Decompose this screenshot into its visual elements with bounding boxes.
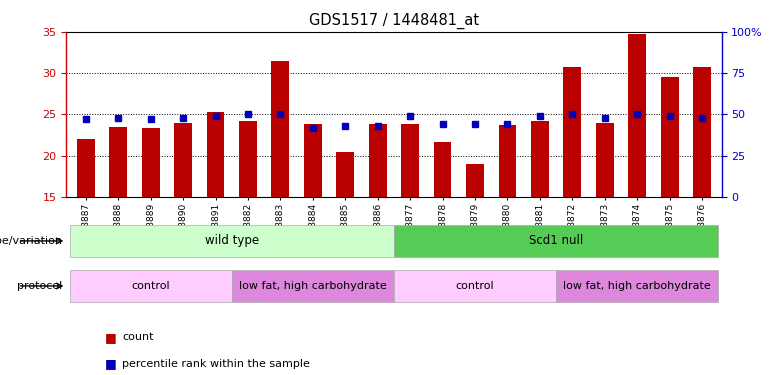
Bar <box>434 142 452 197</box>
Text: control: control <box>131 281 170 291</box>
Bar <box>271 61 289 197</box>
Text: low fat, high carbohydrate: low fat, high carbohydrate <box>563 281 711 291</box>
Bar <box>232 270 394 302</box>
Bar <box>369 124 387 197</box>
Text: Scd1 null: Scd1 null <box>529 234 583 248</box>
Text: genotype/variation: genotype/variation <box>0 236 62 246</box>
Bar <box>531 121 549 197</box>
Text: control: control <box>456 281 495 291</box>
Bar <box>498 125 516 197</box>
Bar <box>69 225 394 257</box>
Text: protocol: protocol <box>17 281 62 291</box>
Bar <box>394 270 556 302</box>
Bar <box>693 66 711 197</box>
Bar <box>556 270 718 302</box>
Bar <box>239 121 257 197</box>
Text: low fat, high carbohydrate: low fat, high carbohydrate <box>239 281 387 291</box>
Bar <box>661 77 679 197</box>
Bar <box>77 139 94 197</box>
Bar <box>401 124 419 197</box>
Text: count: count <box>122 333 154 342</box>
Bar <box>174 123 192 197</box>
Bar <box>207 112 225 197</box>
Bar <box>109 127 127 197</box>
Bar <box>596 123 614 197</box>
Bar <box>142 128 160 197</box>
Bar <box>394 225 718 257</box>
Bar <box>466 164 484 197</box>
Bar <box>336 152 354 197</box>
Text: GDS1517 / 1448481_at: GDS1517 / 1448481_at <box>309 13 479 29</box>
Bar <box>69 270 232 302</box>
Bar <box>563 66 581 197</box>
Text: ■: ■ <box>105 357 117 370</box>
Text: wild type: wild type <box>204 234 259 248</box>
Text: ■: ■ <box>105 331 117 344</box>
Bar <box>628 33 646 197</box>
Bar <box>304 124 321 197</box>
Text: percentile rank within the sample: percentile rank within the sample <box>122 359 310 369</box>
